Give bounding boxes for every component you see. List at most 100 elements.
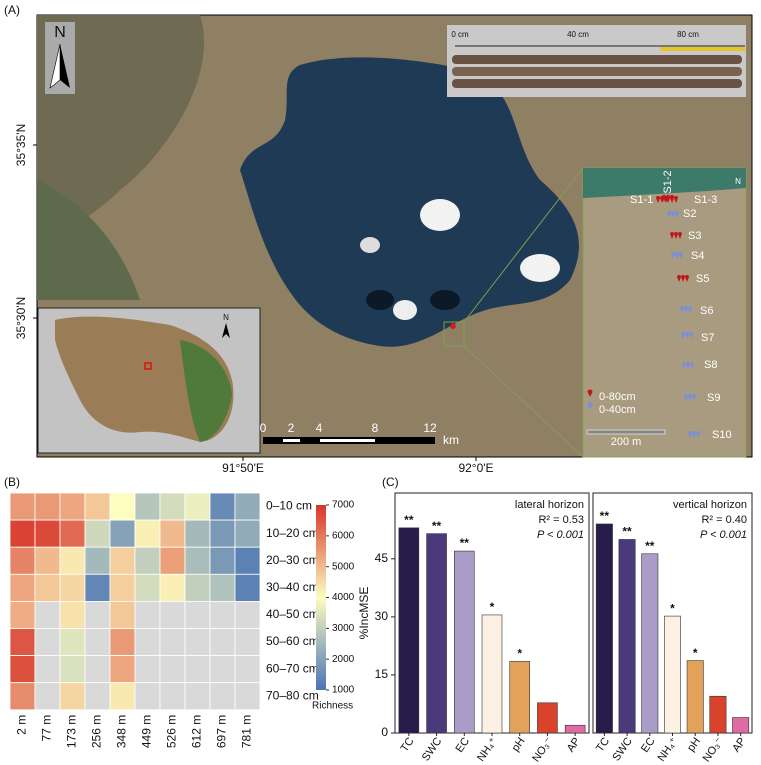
missing-cell — [184, 628, 211, 657]
heat-cell — [234, 519, 261, 548]
row-label: 30–40 cm — [266, 580, 319, 594]
bar — [426, 533, 447, 734]
row-label: 10–20 cm — [266, 526, 319, 540]
zoom-line — [463, 167, 584, 323]
heat-cell — [59, 546, 86, 575]
site-label: S5 — [696, 273, 709, 285]
heat-cell — [209, 573, 236, 602]
site-marker — [679, 252, 683, 259]
north-label: N — [54, 24, 66, 41]
heat-cell — [9, 546, 36, 575]
scale-label: 12 — [423, 421, 437, 435]
inset-background — [582, 167, 747, 458]
colorbar-tick-label: 1000 — [332, 685, 355, 696]
heat-cell — [109, 492, 136, 521]
site-marker — [685, 332, 689, 339]
site-label: S1-3 — [694, 194, 717, 206]
heat-cell — [184, 519, 211, 548]
x-tick-label: 173 m — [65, 715, 79, 748]
site-marker — [688, 431, 692, 438]
north-arrow — [49, 43, 61, 89]
bar — [732, 717, 750, 734]
site-marker — [692, 431, 696, 438]
missing-cell — [159, 628, 186, 657]
inset-north: N — [223, 313, 229, 322]
y-tick-label: 45 — [375, 551, 389, 565]
x-tick-label: AP — [565, 736, 583, 755]
site-marker — [674, 196, 678, 203]
x-tick-label: 2 m — [15, 715, 29, 735]
ruler-label: 40 cm — [567, 30, 589, 39]
significance: ** — [645, 539, 655, 553]
missing-cell — [209, 655, 236, 684]
annotation: vertical horizon — [673, 499, 747, 511]
bar — [537, 702, 558, 734]
heat-cell — [9, 655, 36, 684]
site-label: S6 — [700, 305, 713, 317]
x-tick-label: 449 m — [140, 715, 154, 748]
legend-label: 0-80cm — [599, 391, 636, 403]
y-tick-label: 0 — [381, 725, 388, 739]
significance: * — [517, 647, 522, 661]
heat-cell — [109, 546, 136, 575]
heat-cell — [159, 546, 186, 575]
bar — [709, 695, 727, 734]
zoom-line — [463, 345, 584, 458]
heat-cell — [134, 573, 161, 602]
heat-cell — [9, 682, 36, 711]
site-marker — [666, 196, 670, 203]
site-marker — [656, 196, 660, 203]
heat-cell — [184, 546, 211, 575]
site-label: S8 — [704, 359, 717, 371]
ruler-label: 80 cm — [677, 30, 699, 39]
heat-cell — [159, 519, 186, 548]
heat-cell — [9, 601, 36, 629]
row-label: 50–60 cm — [266, 634, 319, 648]
significance: ** — [432, 519, 442, 533]
site-marker — [662, 195, 666, 202]
scale-label: 8 — [372, 421, 379, 435]
colorbar-tick-label: 5000 — [332, 561, 355, 572]
heat-cell — [34, 492, 61, 521]
row-label: 40–50 cm — [266, 607, 319, 621]
heat-cell — [184, 573, 211, 602]
site-label: S2 — [683, 208, 696, 220]
heat-cell — [134, 492, 161, 521]
annotation: P < 0.001 — [700, 529, 747, 541]
missing-cell — [184, 655, 211, 684]
annotation: lateral horizon — [515, 499, 584, 511]
x-tick-label: pH — [685, 735, 703, 753]
heat-cell — [209, 546, 236, 575]
site-label: S4 — [691, 250, 704, 262]
x-tick-label: EC — [454, 735, 473, 754]
site-marker — [671, 211, 675, 218]
site-marker — [675, 211, 679, 218]
x-tick-label: TC — [594, 735, 612, 754]
colorbar-tick-label: 3000 — [332, 623, 355, 634]
missing-cell — [159, 601, 186, 629]
heat-cell — [9, 573, 36, 602]
missing-cell — [134, 682, 161, 711]
scale-label: 0 — [260, 421, 267, 435]
lat-label: 35°30'N — [14, 297, 28, 339]
site-marker — [689, 332, 693, 339]
heat-cell — [59, 628, 86, 657]
significance: * — [693, 646, 698, 660]
significance: ** — [622, 525, 632, 539]
missing-cell — [34, 601, 61, 629]
missing-cell — [209, 601, 236, 629]
heat-cell — [59, 519, 86, 548]
missing-cell — [34, 682, 61, 711]
site-marker — [684, 394, 688, 401]
x-tick-label: 526 m — [165, 715, 179, 748]
heat-cell — [84, 546, 111, 575]
colorbar-tick-label: 4000 — [332, 592, 355, 603]
significance: ** — [460, 536, 470, 550]
inset-north: N — [735, 177, 741, 186]
site-label: S1-2 — [662, 170, 674, 193]
site-label: S3 — [688, 230, 701, 242]
heat-cell — [84, 573, 111, 602]
heat-cell — [109, 519, 136, 548]
x-tick-label: SWC — [610, 735, 635, 763]
missing-cell — [209, 628, 236, 657]
